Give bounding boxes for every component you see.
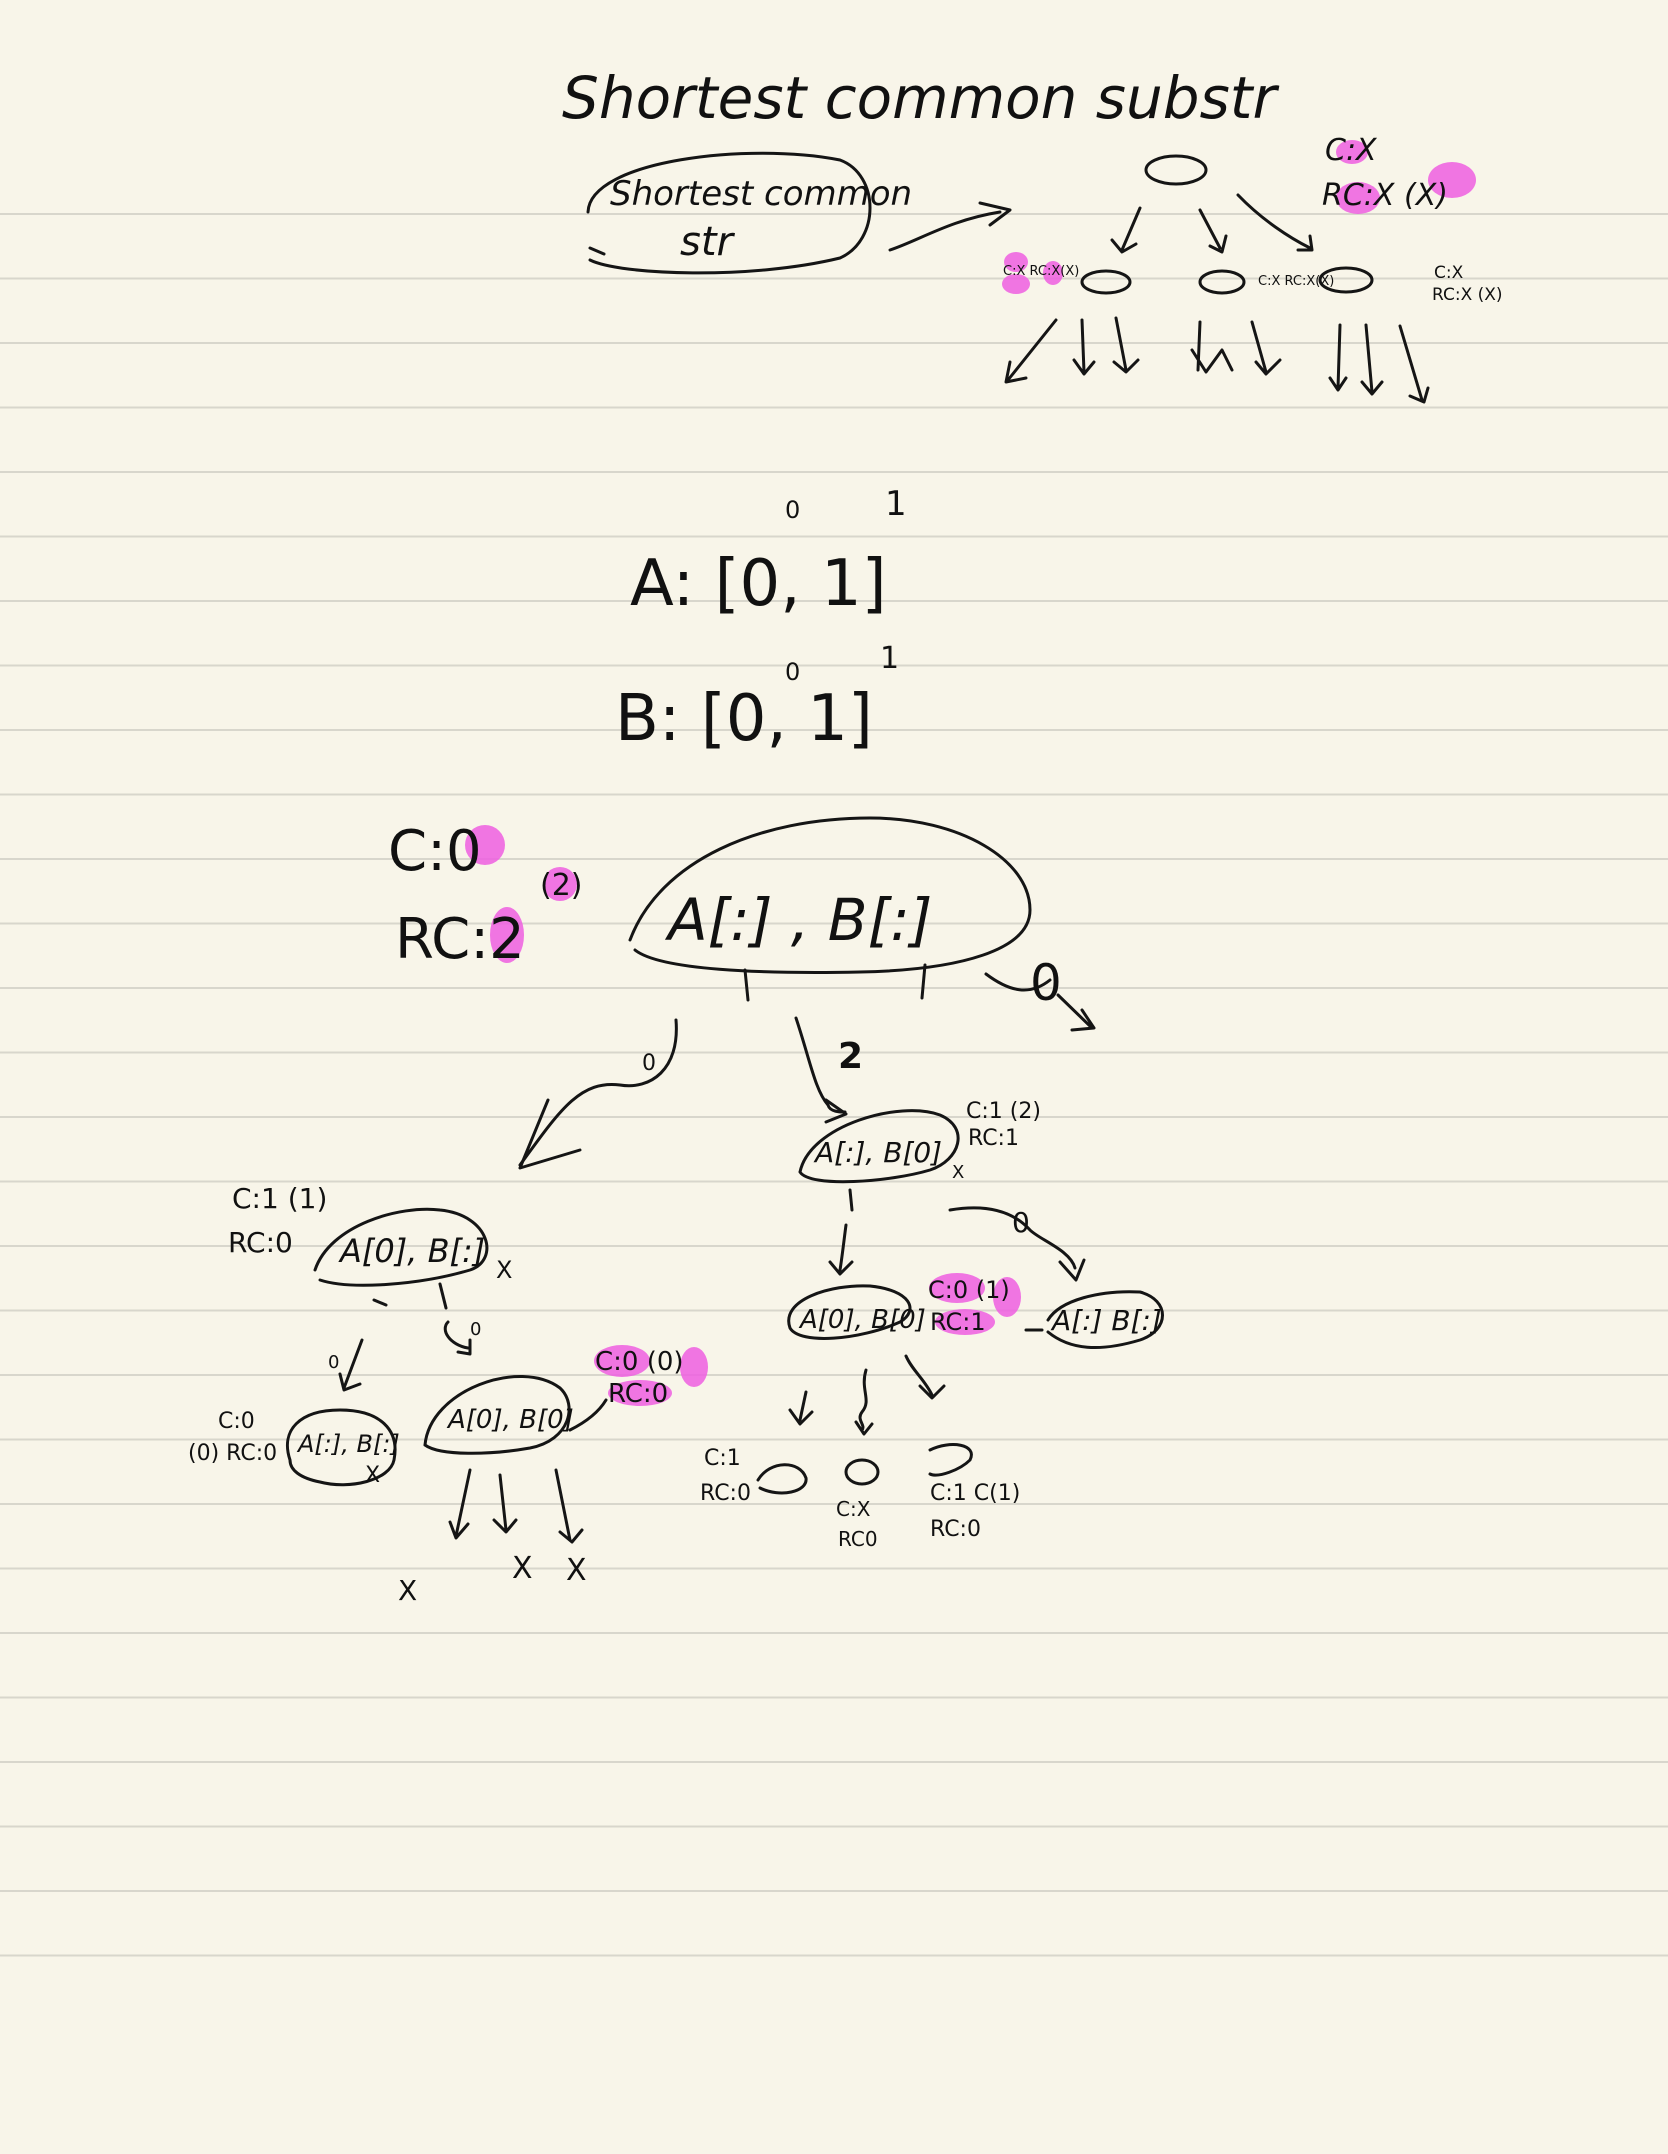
lm-leaf1-x: X <box>398 1574 417 1607</box>
rl-rc: RC:1 <box>930 1308 986 1336</box>
left-child-node: A[0], B[:] <box>338 1232 485 1270</box>
leaf2-c: C:X <box>836 1497 871 1521</box>
top-mid-label: C:X RC:X(X) <box>1258 274 1334 289</box>
left-child-c: C:1 (1) <box>232 1182 327 1215</box>
root-node-label: A[:] , B[:] <box>664 886 932 954</box>
left-child-x: X <box>496 1256 512 1284</box>
lm-node: A[0], B[0] <box>446 1405 574 1435</box>
branch-right-digit: 0 <box>1030 954 1062 1012</box>
lm-leaf2-x: X <box>512 1551 533 1586</box>
right-child-c: C:1 (2) <box>966 1099 1041 1124</box>
b-index-0: 0 <box>785 658 800 686</box>
top-root-rc: RC:X (X) <box>1322 178 1448 213</box>
leaf3-c: C:1 C(1) <box>930 1481 1020 1506</box>
root-paren: (2) <box>540 868 583 903</box>
a-index-1: 1 <box>885 484 907 524</box>
root-c: C:0 <box>388 819 482 884</box>
right-child: A[:], B[0] C:1 (2) RC:1 X 0 A[0], B[0] C… <box>700 1099 1164 1551</box>
top-root-c: C:X <box>1325 133 1378 168</box>
ll-x: X <box>365 1463 380 1488</box>
a-index-0: 0 <box>785 496 800 524</box>
main-root: A[:] , B[:] C:0 RC:2 (2) 0 0 2 <box>388 816 1096 1170</box>
lm-leaf3-x: X <box>566 1553 587 1588</box>
top-left-label: C:X RC:X(X) <box>1003 264 1079 279</box>
rl-c: C:0 (1) <box>928 1276 1010 1304</box>
ll-rc: (0) RC:0 <box>188 1441 277 1466</box>
highlighter-marks <box>465 140 1476 1406</box>
lm-c: C:0 (0) <box>595 1347 684 1377</box>
right-child-rc: RC:1 <box>968 1126 1019 1151</box>
ll-node: A[:], B[:] <box>296 1430 400 1458</box>
leaf3-rc: RC:0 <box>930 1517 981 1542</box>
array-definitions: 0 1 A: [0, 1] 0 1 B: [0, 1] <box>615 484 907 756</box>
right-child-x: X <box>952 1162 964 1183</box>
note-title: Shortest common substr <box>562 64 1280 132</box>
left-child-rc: RC:0 <box>228 1226 293 1259</box>
top-bubble: Shortest common str <box>586 151 1012 275</box>
root-rc: RC:2 <box>395 907 525 972</box>
top-right-c: C:X <box>1434 263 1464 283</box>
leaf1-rc: RC:0 <box>700 1481 751 1506</box>
top-right-rc: RC:X (X) <box>1432 285 1503 305</box>
bubble-line-1: Shortest common <box>610 174 912 214</box>
ll-branch-digit: 0 <box>328 1352 339 1373</box>
rr-node: A[:] B[:] <box>1050 1304 1162 1337</box>
array-b: B: [0, 1] <box>615 682 873 756</box>
lm-rc: RC:0 <box>608 1379 668 1409</box>
bubble-line-2: str <box>680 219 736 265</box>
b-index-1: 1 <box>880 641 899 676</box>
lm-branch-digit: 0 <box>470 1319 481 1340</box>
leaf2-rc: RC0 <box>838 1527 878 1551</box>
left-child: A[0], B[:] C:1 (1) RC:0 X 0 0 A[:], B[:]… <box>188 1182 684 1607</box>
right-child-node: A[:], B[0] <box>813 1136 942 1169</box>
branch-left-digit: 0 <box>642 1051 656 1076</box>
ll-c: C:0 <box>218 1409 255 1434</box>
leaf1-c: C:1 <box>704 1446 741 1471</box>
array-a: A: [0, 1] <box>630 547 887 621</box>
rr-branch-digit: 0 <box>1012 1206 1030 1239</box>
top-tree: C:X RC:X (X) C:X RC:X(X) C:X RC:X(X) C:X… <box>1003 133 1503 404</box>
rl-node: A[0], B[0] <box>798 1305 926 1335</box>
branch-mid-digit: 2 <box>838 1036 863 1077</box>
